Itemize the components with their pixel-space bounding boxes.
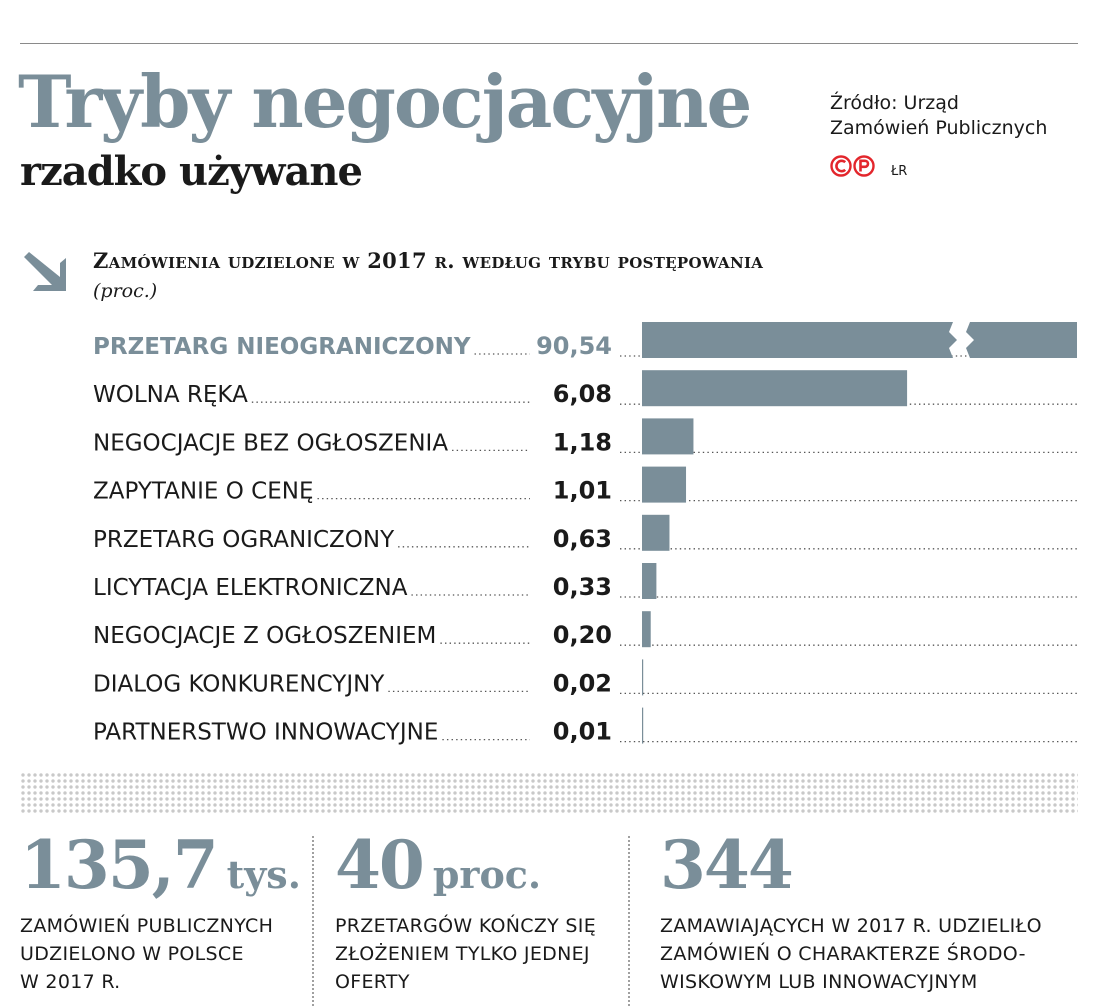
category-label: NEGOCJACJE Z OGŁOSZENIEM bbox=[93, 623, 436, 649]
category-label: DIALOG KONKURENCYJNY bbox=[93, 671, 385, 697]
value-label: 6,08 bbox=[553, 380, 612, 408]
value-label: 0,02 bbox=[553, 669, 612, 697]
stat-green-contracts: 344 ZAMAWIAJĄCYCH W 2017 R. UDZIELIŁO ZA… bbox=[660, 832, 1042, 996]
stat-description: ZAMAWIAJĄCYCH W 2017 R. UDZIELIŁO ZAMÓWI… bbox=[660, 912, 1042, 996]
stat-description-line: ZAMAWIAJĄCYCH W 2017 R. UDZIELIŁO bbox=[660, 915, 1042, 937]
stat-figure: 40 proc. bbox=[335, 832, 596, 898]
top-rule bbox=[20, 43, 1078, 44]
stat-contracts: 135,7 tys. ZAMÓWIEŃ PUBLICZNYCH UDZIELONO… bbox=[20, 832, 301, 996]
source-line-1: Źródło: Urząd bbox=[830, 92, 959, 114]
cp-logo bbox=[830, 155, 875, 177]
stat-description-line: W 2017 R. bbox=[20, 971, 121, 993]
stat-description-line: WISKOWYM LUB INNOWACYJNYM bbox=[660, 971, 978, 993]
stat-description-line: ZŁOŻENIEM TYLKO JEDNEJ bbox=[335, 943, 590, 965]
stat-figure: 135,7 tys. bbox=[20, 832, 301, 898]
category-label: LICYTACJA ELEKTRONICZNA bbox=[93, 575, 408, 601]
stat-description: PRZETARGÓW KOŃCZY SIĘ ZŁOŻENIEM TYLKO JE… bbox=[335, 912, 596, 996]
stat-description-line: ZAMÓWIEŃ O CHARAKTERZE ŚRODO- bbox=[660, 943, 1026, 965]
category-label: WOLNA RĘKA bbox=[93, 382, 248, 408]
stat-description: ZAMÓWIEŃ PUBLICZNYCH UDZIELONO W POLSCE … bbox=[20, 912, 301, 996]
bar bbox=[642, 659, 644, 696]
source-note: Źródło: Urząd Zamówień Publicznych bbox=[830, 91, 1090, 141]
bar bbox=[642, 514, 670, 551]
value-label: 0,33 bbox=[553, 573, 612, 601]
stat-value: 344 bbox=[660, 826, 794, 904]
value-label: 1,01 bbox=[553, 477, 612, 505]
stat-unit: proc. bbox=[432, 852, 542, 897]
bar bbox=[642, 611, 651, 648]
dotted-divider bbox=[20, 772, 1078, 814]
stat-value: 40 bbox=[335, 826, 425, 904]
arrow-down-right-icon bbox=[24, 252, 66, 291]
bar-continuation bbox=[966, 322, 1077, 358]
stat-value: 135,7 bbox=[20, 826, 219, 904]
category-label: PRZETARG OGRANICZONY bbox=[93, 527, 395, 553]
bar bbox=[642, 322, 957, 358]
stat-description-line: UDZIELONO W POLSCE bbox=[20, 943, 244, 965]
bar bbox=[642, 466, 687, 503]
author-initials: ŁR bbox=[891, 164, 908, 179]
bar bbox=[642, 370, 908, 407]
bar bbox=[642, 563, 657, 599]
category-label: PRZETARG NIEOGRANICZONY bbox=[93, 334, 471, 360]
stat-separator bbox=[628, 836, 630, 1006]
stat-description-line: OFERTY bbox=[335, 971, 410, 993]
stat-unit: tys. bbox=[226, 852, 301, 897]
stat-figure: 344 bbox=[660, 832, 1042, 898]
page-title: Tryby negocjacyjne bbox=[18, 59, 752, 144]
bar bbox=[642, 707, 644, 744]
category-label: PARTNERSTWO INNOWACYJNE bbox=[93, 720, 438, 746]
stat-description-line: ZAMÓWIEŃ PUBLICZNYCH bbox=[20, 915, 274, 937]
value-label: 1,18 bbox=[553, 428, 612, 456]
stat-description-line: PRZETARGÓW KOŃCZY SIĘ bbox=[335, 915, 596, 937]
value-label: 0,63 bbox=[553, 525, 612, 553]
value-label: 0,01 bbox=[553, 718, 612, 746]
value-label: 0,20 bbox=[553, 621, 612, 649]
bar bbox=[642, 418, 694, 455]
chart-unit: (proc.) bbox=[93, 280, 158, 302]
stat-separator bbox=[312, 836, 314, 1006]
category-label: NEGOCJACJE BEZ OGŁOSZENIA bbox=[93, 430, 448, 456]
source-line-2: Zamówień Publicznych bbox=[830, 117, 1048, 139]
value-label: 90,54 bbox=[536, 332, 612, 360]
page-subtitle: rzadko używane bbox=[20, 148, 363, 195]
chart-title: Zamówienia udzielone w 2017 r. według tr… bbox=[93, 248, 764, 273]
category-label: ZAPYTANIE O CENĘ bbox=[93, 479, 313, 505]
stat-single-offer: 40 proc. PRZETARGÓW KOŃCZY SIĘ ZŁOŻENIEM … bbox=[335, 832, 596, 996]
